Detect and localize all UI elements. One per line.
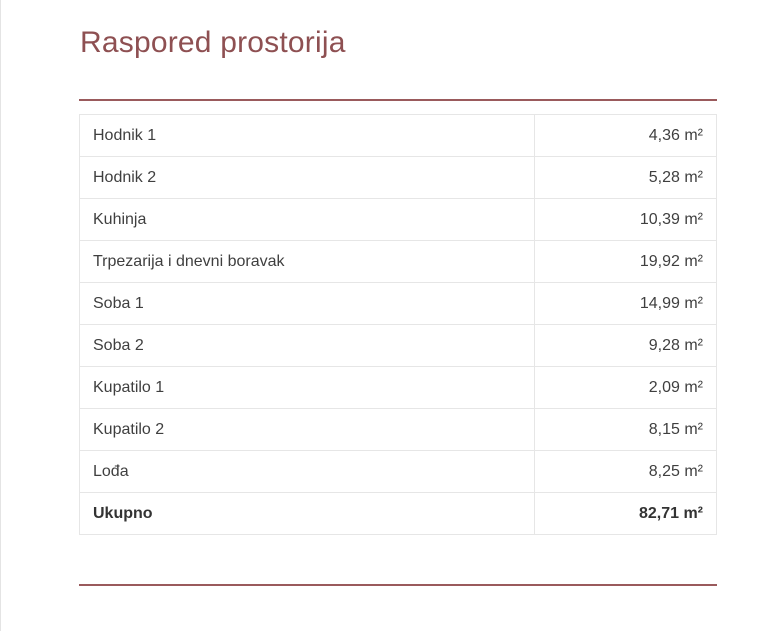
page-edge-divider	[0, 0, 1, 631]
table-row: Hodnik 2 5,28 m²	[79, 156, 717, 199]
total-row: Ukupno 82,71 m²	[79, 492, 717, 535]
page-title: Raspored prostorija	[80, 26, 346, 59]
bottom-divider	[79, 584, 717, 586]
table-row: Kupatilo 1 2,09 m²	[79, 366, 717, 409]
room-name: Lođa	[79, 450, 535, 493]
room-name: Kupatilo 2	[79, 408, 535, 451]
room-area: 8,25 m²	[534, 450, 717, 493]
room-name: Soba 2	[79, 324, 535, 367]
room-area: 9,28 m²	[534, 324, 717, 367]
room-area: 14,99 m²	[534, 282, 717, 325]
room-name: Hodnik 2	[79, 156, 535, 199]
room-name: Hodnik 1	[79, 114, 535, 157]
table-row: Hodnik 1 4,36 m²	[79, 114, 717, 157]
top-divider	[79, 99, 717, 101]
room-name: Trpezarija i dnevni boravak	[79, 240, 535, 283]
total-area: 82,71 m²	[534, 492, 717, 535]
table-row: Lođa 8,25 m²	[79, 450, 717, 493]
room-name: Kuhinja	[79, 198, 535, 241]
room-area: 10,39 m²	[534, 198, 717, 241]
room-area: 5,28 m²	[534, 156, 717, 199]
table-row: Trpezarija i dnevni boravak 19,92 m²	[79, 240, 717, 283]
room-area: 8,15 m²	[534, 408, 717, 451]
room-name: Soba 1	[79, 282, 535, 325]
room-layout-table: Hodnik 1 4,36 m² Hodnik 2 5,28 m² Kuhinj…	[79, 114, 717, 535]
total-label: Ukupno	[79, 492, 535, 535]
table-row: Kuhinja 10,39 m²	[79, 198, 717, 241]
room-name: Kupatilo 1	[79, 366, 535, 409]
table-row: Soba 1 14,99 m²	[79, 282, 717, 325]
room-area: 19,92 m²	[534, 240, 717, 283]
room-area: 2,09 m²	[534, 366, 717, 409]
room-area: 4,36 m²	[534, 114, 717, 157]
table-row: Soba 2 9,28 m²	[79, 324, 717, 367]
table-row: Kupatilo 2 8,15 m²	[79, 408, 717, 451]
